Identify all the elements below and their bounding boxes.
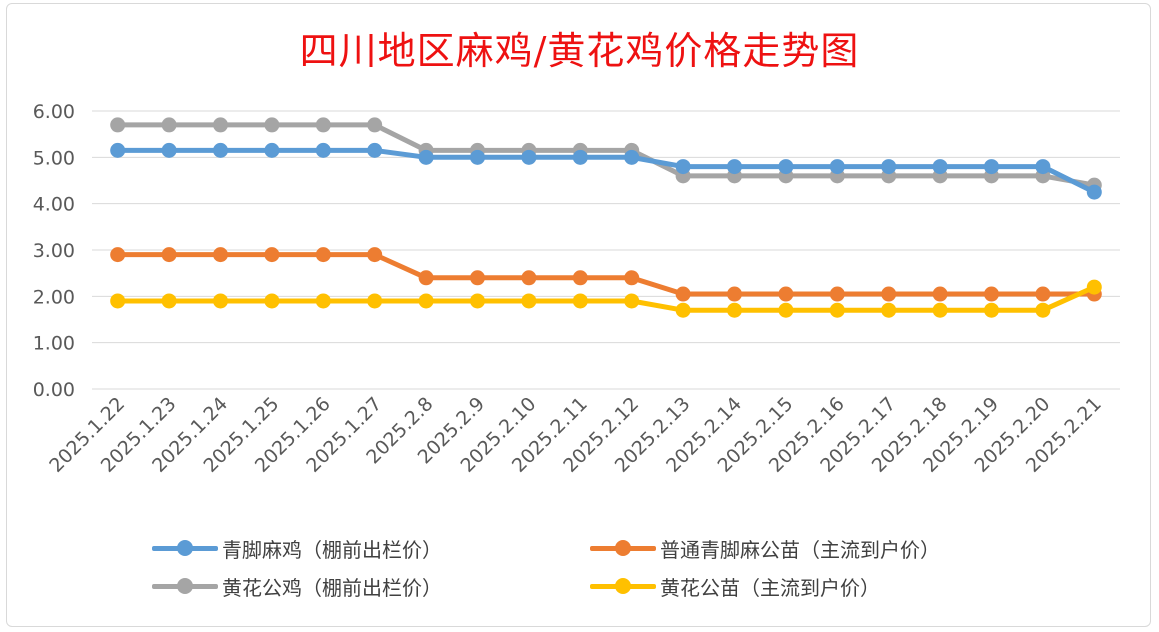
data-point <box>1086 279 1102 295</box>
data-point <box>418 149 434 165</box>
data-point <box>932 286 948 302</box>
data-point <box>264 293 280 309</box>
data-point <box>829 302 845 318</box>
data-point <box>161 142 177 158</box>
data-point <box>624 149 640 165</box>
series-1 <box>110 247 1102 302</box>
data-point <box>675 302 691 318</box>
y-tick-label: 3.00 <box>33 240 75 262</box>
data-point <box>315 117 331 133</box>
data-point <box>624 270 640 286</box>
data-point <box>110 142 126 158</box>
data-point <box>984 286 999 302</box>
data-point <box>727 286 742 302</box>
y-tick-label: 5.00 <box>33 147 75 169</box>
data-point <box>264 117 280 133</box>
data-point <box>521 270 537 286</box>
data-point <box>572 293 588 309</box>
y-tick-label: 4.00 <box>33 194 75 216</box>
data-point <box>315 247 331 263</box>
data-point <box>984 159 999 175</box>
data-point <box>264 247 280 263</box>
y-tick-label: 6.00 <box>33 101 75 123</box>
data-point <box>675 159 691 175</box>
data-point <box>1035 159 1051 175</box>
data-point <box>727 302 742 318</box>
data-point <box>213 117 228 133</box>
data-point <box>572 270 588 286</box>
data-point <box>881 302 897 318</box>
data-point <box>161 247 177 263</box>
chart-title: 四川地区麻鸡/黄花鸡价格走势图 <box>299 29 860 73</box>
data-point <box>932 159 948 175</box>
y-axis: 0.00 1.00 2.00 3.00 4.00 5.00 6.00 <box>33 101 75 401</box>
y-tick-label: 0.00 <box>33 379 75 401</box>
series-line <box>115 122 1097 188</box>
data-point <box>264 142 280 158</box>
chart-frame <box>6 3 1151 627</box>
data-point <box>367 247 383 263</box>
data-point <box>213 247 228 263</box>
data-point <box>881 159 897 175</box>
data-point <box>315 142 331 158</box>
data-point <box>1035 302 1051 318</box>
y-tick-label: 1.00 <box>33 333 75 355</box>
data-point <box>470 270 485 286</box>
series-3 <box>110 279 1102 318</box>
data-point <box>418 293 434 309</box>
data-point <box>213 293 228 309</box>
y-tick-label: 2.00 <box>33 286 75 308</box>
series-line <box>115 147 1097 195</box>
data-point <box>367 117 383 133</box>
data-point <box>110 293 126 309</box>
series-line <box>115 284 1097 313</box>
series-2 <box>110 117 1102 193</box>
series-0 <box>110 142 1102 200</box>
data-point <box>984 302 999 318</box>
data-point <box>675 286 691 302</box>
data-point <box>161 293 177 309</box>
x-axis: 2025.1.222025.1.232025.1.242025.1.252025… <box>45 393 1106 477</box>
data-point <box>778 302 794 318</box>
data-point <box>470 293 485 309</box>
series-lines <box>110 117 1102 318</box>
data-point <box>572 149 588 165</box>
data-point <box>932 302 948 318</box>
data-point <box>778 159 794 175</box>
data-point <box>727 159 742 175</box>
data-point <box>315 293 331 309</box>
data-point <box>110 117 126 133</box>
data-point <box>110 247 126 263</box>
data-point <box>161 117 177 133</box>
data-point <box>470 149 485 165</box>
data-point <box>521 149 537 165</box>
data-point <box>624 293 640 309</box>
data-point <box>213 142 228 158</box>
data-point <box>367 142 383 158</box>
data-point <box>521 293 537 309</box>
data-point <box>778 286 794 302</box>
data-point <box>418 270 434 286</box>
data-point <box>829 159 845 175</box>
series-line <box>115 252 1097 297</box>
data-point <box>367 293 383 309</box>
data-point <box>829 286 845 302</box>
data-point <box>1035 286 1051 302</box>
data-point <box>1086 184 1102 200</box>
data-point <box>881 286 897 302</box>
